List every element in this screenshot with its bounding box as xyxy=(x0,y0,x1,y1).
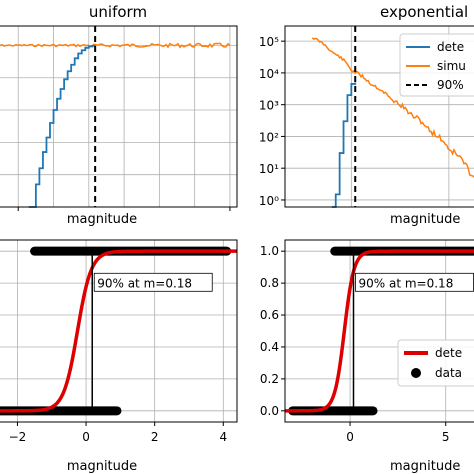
panel-title-uniform: uniform xyxy=(89,3,147,21)
legend-label: simu xyxy=(437,59,466,73)
legend-label: dete xyxy=(437,40,464,54)
panel-bottom-right: 90% at m=0.18 0 5 0.0 0.2 0.4 0.6 0.8 1.0 dete dat… xyxy=(260,239,474,474)
x-tick-label: −2 xyxy=(9,430,27,444)
plot-frame xyxy=(0,239,238,423)
annotation-box xyxy=(93,272,213,292)
y-tick-label: 1.0 xyxy=(260,244,279,258)
x-axis-label: magnitude xyxy=(67,459,137,474)
sigmoid-curve xyxy=(285,249,474,413)
y-tick-label: 0.6 xyxy=(260,308,279,322)
annotation-text: 90% at m=0.18 xyxy=(359,276,454,290)
y-tick-label: 10⁴ xyxy=(259,67,279,81)
plot-frame xyxy=(284,25,474,208)
y-tick-label: 10⁵ xyxy=(259,35,279,49)
x-axis-label: magnitude xyxy=(390,212,460,227)
y-tick-label: 0.2 xyxy=(260,372,279,386)
x-axis-label: magnitude xyxy=(67,212,137,227)
y-tick-label: 0.8 xyxy=(260,276,279,290)
y-tick-label: 10² xyxy=(259,130,279,144)
y-tick-label: 10⁰ xyxy=(259,194,279,208)
panel-title-exponential: exponential xyxy=(380,3,468,21)
panel-uniform: uniform magnitude xyxy=(0,3,238,227)
x-tick-label: 4 xyxy=(219,430,227,444)
x-tick-label: 0 xyxy=(346,430,354,444)
panel-bottom-left: 90% at m=0.18 −2 0 2 4 magnitude xyxy=(0,239,238,474)
legend-label: dete xyxy=(435,346,462,360)
sigmoid-curve xyxy=(0,249,237,413)
series-line-simulated xyxy=(311,37,474,178)
series-line-detected xyxy=(331,82,357,208)
series-line-blue xyxy=(28,44,97,208)
x-tick-label: 0 xyxy=(82,430,90,444)
y-tick-label: 0.4 xyxy=(260,340,279,354)
plot-frame xyxy=(284,239,474,423)
x-tick-label: 2 xyxy=(151,430,159,444)
legend-swatch xyxy=(411,368,421,378)
y-tick-label: 10¹ xyxy=(259,162,279,176)
plot-frame xyxy=(0,25,238,208)
y-tick-label: 0.0 xyxy=(260,404,279,418)
x-tick-label: 5 xyxy=(442,430,450,444)
legend-label: 90% xyxy=(437,78,464,92)
panel-exponential: 10⁰ 10¹ 10² 10³ 10⁴ 10⁵ dete simu 90% exponential… xyxy=(259,3,474,227)
legend-label: data xyxy=(435,366,462,380)
series-line-orange xyxy=(0,42,231,49)
y-tick-label: 10³ xyxy=(259,99,279,113)
annotation-text: 90% at m=0.18 xyxy=(97,276,192,290)
legend-box xyxy=(399,33,474,97)
x-axis-label: magnitude xyxy=(390,459,460,474)
